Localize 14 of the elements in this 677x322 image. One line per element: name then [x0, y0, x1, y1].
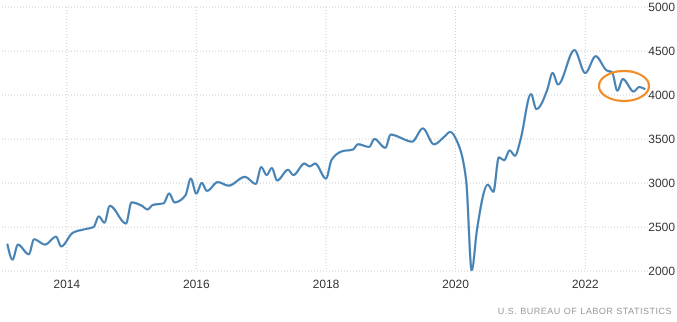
- x-tick-label: 2016: [182, 277, 210, 291]
- x-tick-label: 2020: [442, 277, 470, 291]
- x-tick-label: 2022: [572, 277, 599, 291]
- text: U.S. BUREAU OF LABOR STATISTICS: [498, 306, 672, 316]
- y-tick-label: 3000: [648, 176, 676, 190]
- y-tick-label: 3500: [648, 132, 676, 146]
- y-tick-label: 4000: [648, 88, 676, 102]
- x-tick-label: 2014: [53, 277, 80, 291]
- y-tick-label: 4500: [648, 44, 676, 58]
- y-tick-label: 2000: [648, 264, 676, 278]
- y-tick-label: 5000: [648, 0, 676, 14]
- line-series: [6, 49, 646, 272]
- y-tick-label: 2500: [648, 220, 676, 234]
- x-tick-label: 2018: [312, 277, 340, 291]
